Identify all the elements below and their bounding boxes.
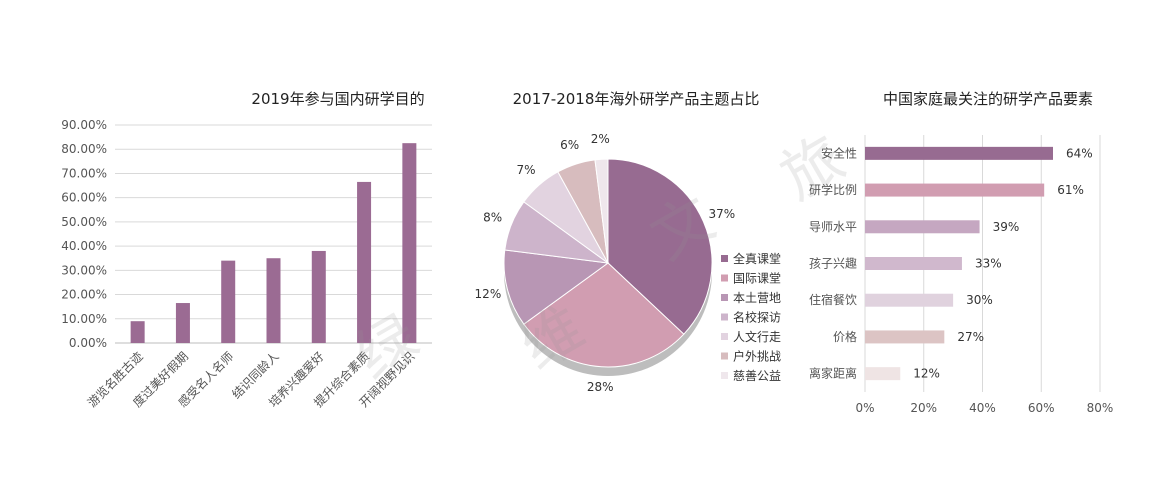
pie-slice [594, 158, 609, 264]
bar [865, 293, 954, 307]
bar-data-label: 39% [993, 220, 1020, 234]
bar [865, 257, 962, 270]
bar [221, 260, 236, 343]
bar [175, 303, 190, 343]
legend-label: 国际课堂 [733, 272, 781, 286]
legend-swatch [721, 255, 728, 262]
y-tick-label: 10.00% [61, 312, 107, 326]
hbar-chart-factors: 中国家庭最关注的研学产品要素 64% 61% 39% 33% 30% 27% 12% 安全性… [809, 90, 1114, 415]
y-tick-label: 90.00% [61, 118, 107, 132]
y-tick-label: 70.00% [61, 166, 107, 180]
bar [865, 146, 1053, 160]
bar-chart-title: 2019年参与国内研学目的 [251, 90, 424, 108]
bar [865, 220, 980, 234]
hbar-chart-title: 中国家庭最关注的研学产品要素 [883, 90, 1093, 108]
legend-label: 人文行走 [733, 329, 781, 344]
legend-label: 本土营地 [733, 291, 781, 305]
y-category-label: 安全性 [821, 145, 857, 160]
pie-data-label: 37% [708, 207, 735, 221]
bar-data-label: 64% [1066, 146, 1093, 160]
pie-data-label: 7% [516, 163, 535, 177]
y-tick-label: 60.00% [61, 191, 107, 205]
x-tick-label: 0% [855, 401, 874, 415]
pie-data-label: 2% [591, 132, 610, 146]
y-category-label: 研学比例 [809, 182, 857, 197]
x-tick-label: 40% [969, 401, 996, 415]
bar [266, 258, 281, 343]
legend-label: 全真课堂 [733, 251, 781, 266]
x-tick-label: 80% [1087, 401, 1114, 415]
legend-swatch [721, 352, 728, 360]
legend-swatch [721, 313, 728, 321]
pie-data-label: 8% [483, 210, 502, 224]
legend-label: 名校探访 [733, 310, 781, 325]
legend-swatch [721, 274, 728, 282]
bar-data-label: 27% [957, 330, 984, 344]
pie-data-label: 6% [560, 138, 579, 152]
x-tick-label: 20% [910, 401, 937, 415]
y-category-label: 价格 [833, 329, 857, 344]
pie-chart-themes: 2017-2018年海外研学产品主题占比 37% 28% 12% 8% 7% 6% 2% 全… [475, 90, 781, 394]
bar [130, 321, 145, 343]
bar [865, 330, 945, 344]
bar [357, 181, 372, 343]
y-tick-label: 30.00% [61, 263, 107, 277]
bar-chart-panel: 2019年参与国内研学目的 0.00% 10.00% 20.00% 30.00% 40.… [0, 0, 450, 478]
legend-swatch [721, 333, 728, 340]
bar [865, 183, 1045, 197]
pie-slice [523, 262, 685, 368]
bar [865, 367, 901, 381]
bar-data-label: 12% [913, 367, 940, 381]
bar-data-label: 30% [966, 293, 993, 307]
y-tick-label: 40.00% [61, 239, 107, 253]
pie-data-label: 28% [587, 380, 614, 394]
bar [311, 250, 326, 343]
y-tick-label: 50.00% [61, 215, 107, 229]
legend-swatch [721, 372, 728, 379]
hbar-chart-panel: 中国家庭最关注的研学产品要素 64% 61% 39% 33% 30% 27% 12% 安全性… [790, 0, 1170, 478]
bar-data-label: 61% [1057, 183, 1084, 197]
legend-label: 慈善公益 [733, 368, 781, 383]
pie-chart-title: 2017-2018年海外研学产品主题占比 [513, 90, 760, 108]
bar [402, 143, 417, 343]
y-tick-label: 20.00% [61, 288, 107, 302]
y-tick-label: 0.00% [69, 336, 107, 350]
y-category-label: 导师水平 [809, 220, 857, 234]
bar-chart-purposes: 2019年参与国内研学目的 0.00% 10.00% 20.00% 30.00% 40.… [61, 90, 432, 410]
pie-slice [607, 158, 713, 335]
x-tick-label: 60% [1028, 401, 1055, 415]
pie-chart-panel: 2017-2018年海外研学产品主题占比 37% 28% 12% 8% 7% 6% 2% 全… [450, 0, 810, 478]
y-category-label: 孩子兴趣 [809, 256, 857, 271]
y-tick-label: 80.00% [61, 142, 107, 156]
legend-label: 户外挑战 [733, 349, 781, 364]
bar-data-label: 33% [975, 257, 1002, 271]
y-category-label: 住宿餐饮 [809, 292, 857, 307]
y-category-label: 离家距离 [809, 366, 857, 381]
pie-data-label: 12% [475, 287, 502, 301]
legend-swatch [721, 294, 728, 301]
pie-slice [503, 249, 610, 325]
